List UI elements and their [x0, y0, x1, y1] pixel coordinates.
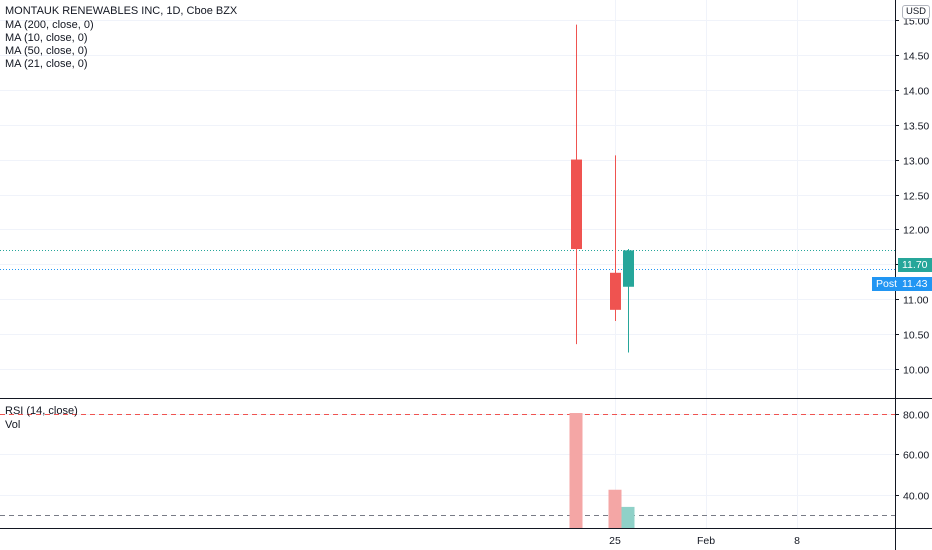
post-price-tag: 11.43 [898, 277, 932, 291]
post-label-tag: Post [872, 277, 902, 291]
price-tick-label: 11.00 [903, 295, 929, 307]
candle-body [623, 250, 634, 287]
oscillator-tick-label: 60.00 [903, 450, 929, 462]
symbol-title[interactable]: MONTAUK RENEWABLES INC, 1D, Cboe BZX [5, 5, 238, 17]
volume-bar [569, 413, 583, 528]
oscillator-tick-label: 40.00 [903, 491, 929, 503]
price-tick-label: 10.50 [903, 330, 929, 342]
oscillator-tick-label: 80.00 [903, 410, 929, 422]
volume-bar [621, 506, 635, 528]
volume-indicator-label[interactable]: Vol [5, 419, 21, 431]
indicator-ma-200[interactable]: MA (200, close, 0) [5, 19, 94, 31]
last-price-tag: 11.70 [898, 258, 932, 272]
price-tick-label: 14.50 [903, 51, 929, 63]
candle-body [610, 272, 621, 310]
volume-bar [608, 489, 622, 528]
price-tick-label: 13.00 [903, 156, 929, 168]
price-tick-label: 12.00 [903, 225, 929, 237]
rsi-indicator-label[interactable]: RSI (14, close) [5, 405, 78, 417]
price-tick-label: 10.00 [903, 365, 929, 377]
indicator-ma-10[interactable]: MA (10, close, 0) [5, 32, 88, 44]
indicator-ma-50[interactable]: MA (50, close, 0) [5, 45, 88, 57]
price-tick-label: 14.00 [903, 86, 929, 98]
time-axis-label: Feb [697, 535, 715, 547]
time-axis-label: 8 [794, 535, 800, 547]
price-tick-label: 13.50 [903, 121, 929, 133]
time-axis-label: 25 [609, 535, 621, 547]
indicator-ma-21[interactable]: MA (21, close, 0) [5, 58, 88, 70]
currency-badge[interactable]: USD [902, 5, 930, 19]
candle-body [571, 159, 582, 250]
price-tick-label: 12.50 [903, 191, 929, 203]
